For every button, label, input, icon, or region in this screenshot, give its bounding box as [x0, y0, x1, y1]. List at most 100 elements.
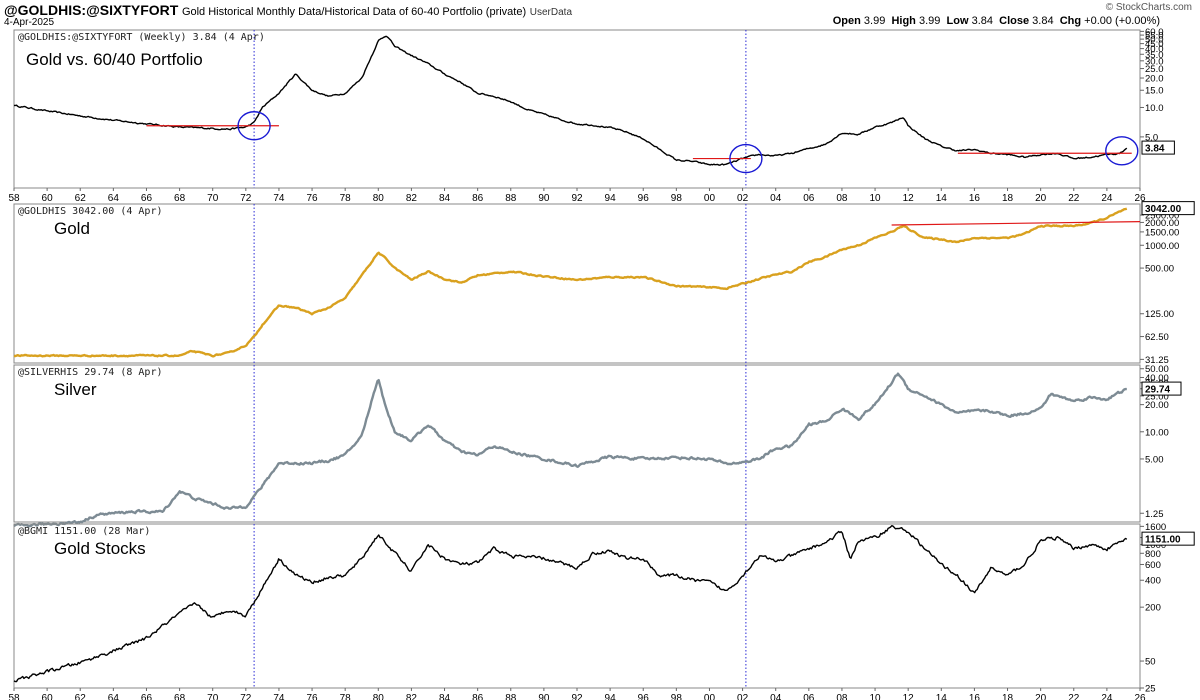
- open-value: 3.99: [863, 15, 886, 27]
- x-tick-label: 80: [373, 193, 385, 204]
- x-tick-label: 58: [8, 693, 20, 700]
- x-tick-label: 88: [505, 693, 517, 700]
- x-tick-label: 04: [770, 193, 782, 204]
- x-tick-label: 84: [439, 193, 451, 204]
- x-tick-label: 58: [8, 193, 20, 204]
- ratio-series-line: [13, 35, 1128, 166]
- chg-label: Chg: [1059, 15, 1082, 27]
- x-tick-label: 78: [340, 693, 352, 700]
- x-tick-label: 20: [1035, 693, 1047, 700]
- gold_stocks-frame: [13, 523, 1141, 689]
- x-tick-label: 08: [836, 193, 848, 204]
- x-tick-label: 60: [42, 193, 54, 204]
- x-tick-label: 90: [538, 193, 550, 204]
- high-value: 3.99: [918, 15, 941, 27]
- x-tick-label: 22: [1068, 193, 1080, 204]
- gold_stocks-last-value: 1151.00: [1145, 535, 1181, 546]
- close-label: Close: [999, 15, 1030, 27]
- x-tick-label: 26: [1134, 693, 1146, 700]
- x-tick-label: 62: [75, 193, 87, 204]
- ratio-ytick-label: 10.0: [1145, 103, 1164, 114]
- silver-ytick-label: 1.25: [1145, 509, 1164, 520]
- x-tick-label: 70: [207, 193, 219, 204]
- gold-ytick-label: 2500.00: [1145, 211, 1179, 222]
- x-tick-label: 24: [1101, 193, 1113, 204]
- gold_stocks-ytick-label: 400: [1145, 576, 1161, 587]
- x-tick-label: 84: [439, 693, 451, 700]
- x-tick-label: 20: [1035, 193, 1047, 204]
- x-tick-label: 02: [737, 693, 749, 700]
- ratio-panel: 60.055.050.045.040.035.030.025.020.015.0…: [13, 27, 1175, 189]
- x-tick-label: 86: [472, 193, 484, 204]
- x-tick-label: 18: [1002, 193, 1014, 204]
- ratio-highlight-circle: [729, 143, 763, 174]
- x-tick-label: 68: [174, 693, 186, 700]
- gold_stocks-last-value-tag: [1141, 531, 1195, 546]
- silver-last-value-tag: [1141, 381, 1182, 396]
- silver-series-line: [13, 372, 1127, 528]
- data-source: UserData: [529, 7, 573, 18]
- gold_stocks-ytick-label: 800: [1145, 549, 1161, 560]
- x-tick-label: 72: [240, 693, 252, 700]
- gold-resistance-line: [891, 221, 1141, 226]
- ratio-last-value: 3.84: [1145, 144, 1165, 155]
- gold-frame: [13, 203, 1141, 364]
- chart-title: @GOLDHIS:@SIXTYFORT Gold Historical Mont…: [4, 2, 572, 18]
- x-tick-label: 78: [340, 193, 352, 204]
- gold-last-value: 3042.00: [1145, 204, 1182, 215]
- open-label: Open: [832, 15, 861, 27]
- x-tick-label: 08: [836, 693, 848, 700]
- x-tick-label: 94: [605, 193, 617, 204]
- chg-value: +0.00 (+0.00%): [1084, 15, 1160, 27]
- silver-frame: [13, 364, 1141, 523]
- x-tick-label: 24: [1101, 693, 1113, 700]
- x-tick-label: 12: [903, 693, 915, 700]
- x-tick-label: 14: [936, 193, 948, 204]
- ratio-ytick-label: 40.0: [1145, 44, 1164, 55]
- x-tick-label: 16: [969, 193, 981, 204]
- ratio-ytick-label: 50.0: [1145, 35, 1164, 46]
- x-tick-label: 10: [869, 193, 881, 204]
- silver-ytick-label: 50.00: [1145, 364, 1169, 375]
- gold-ytick-label: 500.00: [1145, 264, 1174, 275]
- x-tick-label: 76: [306, 693, 318, 700]
- gold_stocks-ytick-label: 50: [1145, 657, 1156, 668]
- gold_stocks-series-label: @BGMI 1151.00 (28 Mar): [18, 526, 150, 537]
- low-label: Low: [946, 15, 969, 27]
- x-tick-label: 10: [869, 693, 881, 700]
- x-tick-label: 06: [803, 193, 815, 204]
- x-tick-label: 94: [605, 693, 617, 700]
- x-tick-label: 66: [141, 693, 153, 700]
- x-tick-label: 92: [571, 193, 583, 204]
- x-tick-label: 02: [737, 193, 749, 204]
- gold-ytick-label: 62.50: [1145, 332, 1169, 343]
- gold-ytick-label: 1500.00: [1145, 227, 1179, 238]
- close-value: 3.84: [1032, 15, 1054, 27]
- ratio-highlight-circle: [1105, 136, 1139, 166]
- gold-last-value-tag: [1141, 201, 1195, 216]
- x-tick-label: 74: [273, 193, 285, 204]
- gold_stocks-ytick-label: 600: [1145, 560, 1161, 571]
- gold-title: Gold: [54, 219, 90, 238]
- silver-series-label: @SILVERHIS 29.74 (8 Apr): [18, 367, 163, 378]
- x-tick-label: 92: [571, 693, 583, 700]
- x-tick-label: 60: [42, 693, 54, 700]
- gold-series-label: @GOLDHIS 3042.00 (4 Apr): [18, 206, 163, 217]
- ratio-ytick-label: 20.0: [1145, 74, 1164, 85]
- ratio-ytick-label: 45.0: [1145, 39, 1164, 50]
- x-tick-label: 18: [1002, 693, 1014, 700]
- gold_stocks-title: Gold Stocks: [54, 539, 146, 558]
- symbol-label: @GOLDHIS:@SIXTYFORT: [4, 2, 179, 18]
- x-tick-label: 76: [306, 193, 318, 204]
- gold_stocks-ytick-label: 1600: [1145, 522, 1166, 533]
- silver-last-value: 29.74: [1145, 385, 1170, 396]
- x-tick-label: 82: [406, 193, 418, 204]
- gold-ytick-label: 31.25: [1145, 355, 1169, 366]
- x-tick-label: 06: [803, 693, 815, 700]
- silver-ytick-label: 20.00: [1145, 400, 1169, 411]
- chart-description: Gold Historical Monthly Data/Historical …: [181, 6, 527, 18]
- silver-title: Silver: [54, 380, 97, 399]
- ratio-ytick-label: 30.0: [1145, 56, 1164, 67]
- x-tick-label: 70: [207, 693, 219, 700]
